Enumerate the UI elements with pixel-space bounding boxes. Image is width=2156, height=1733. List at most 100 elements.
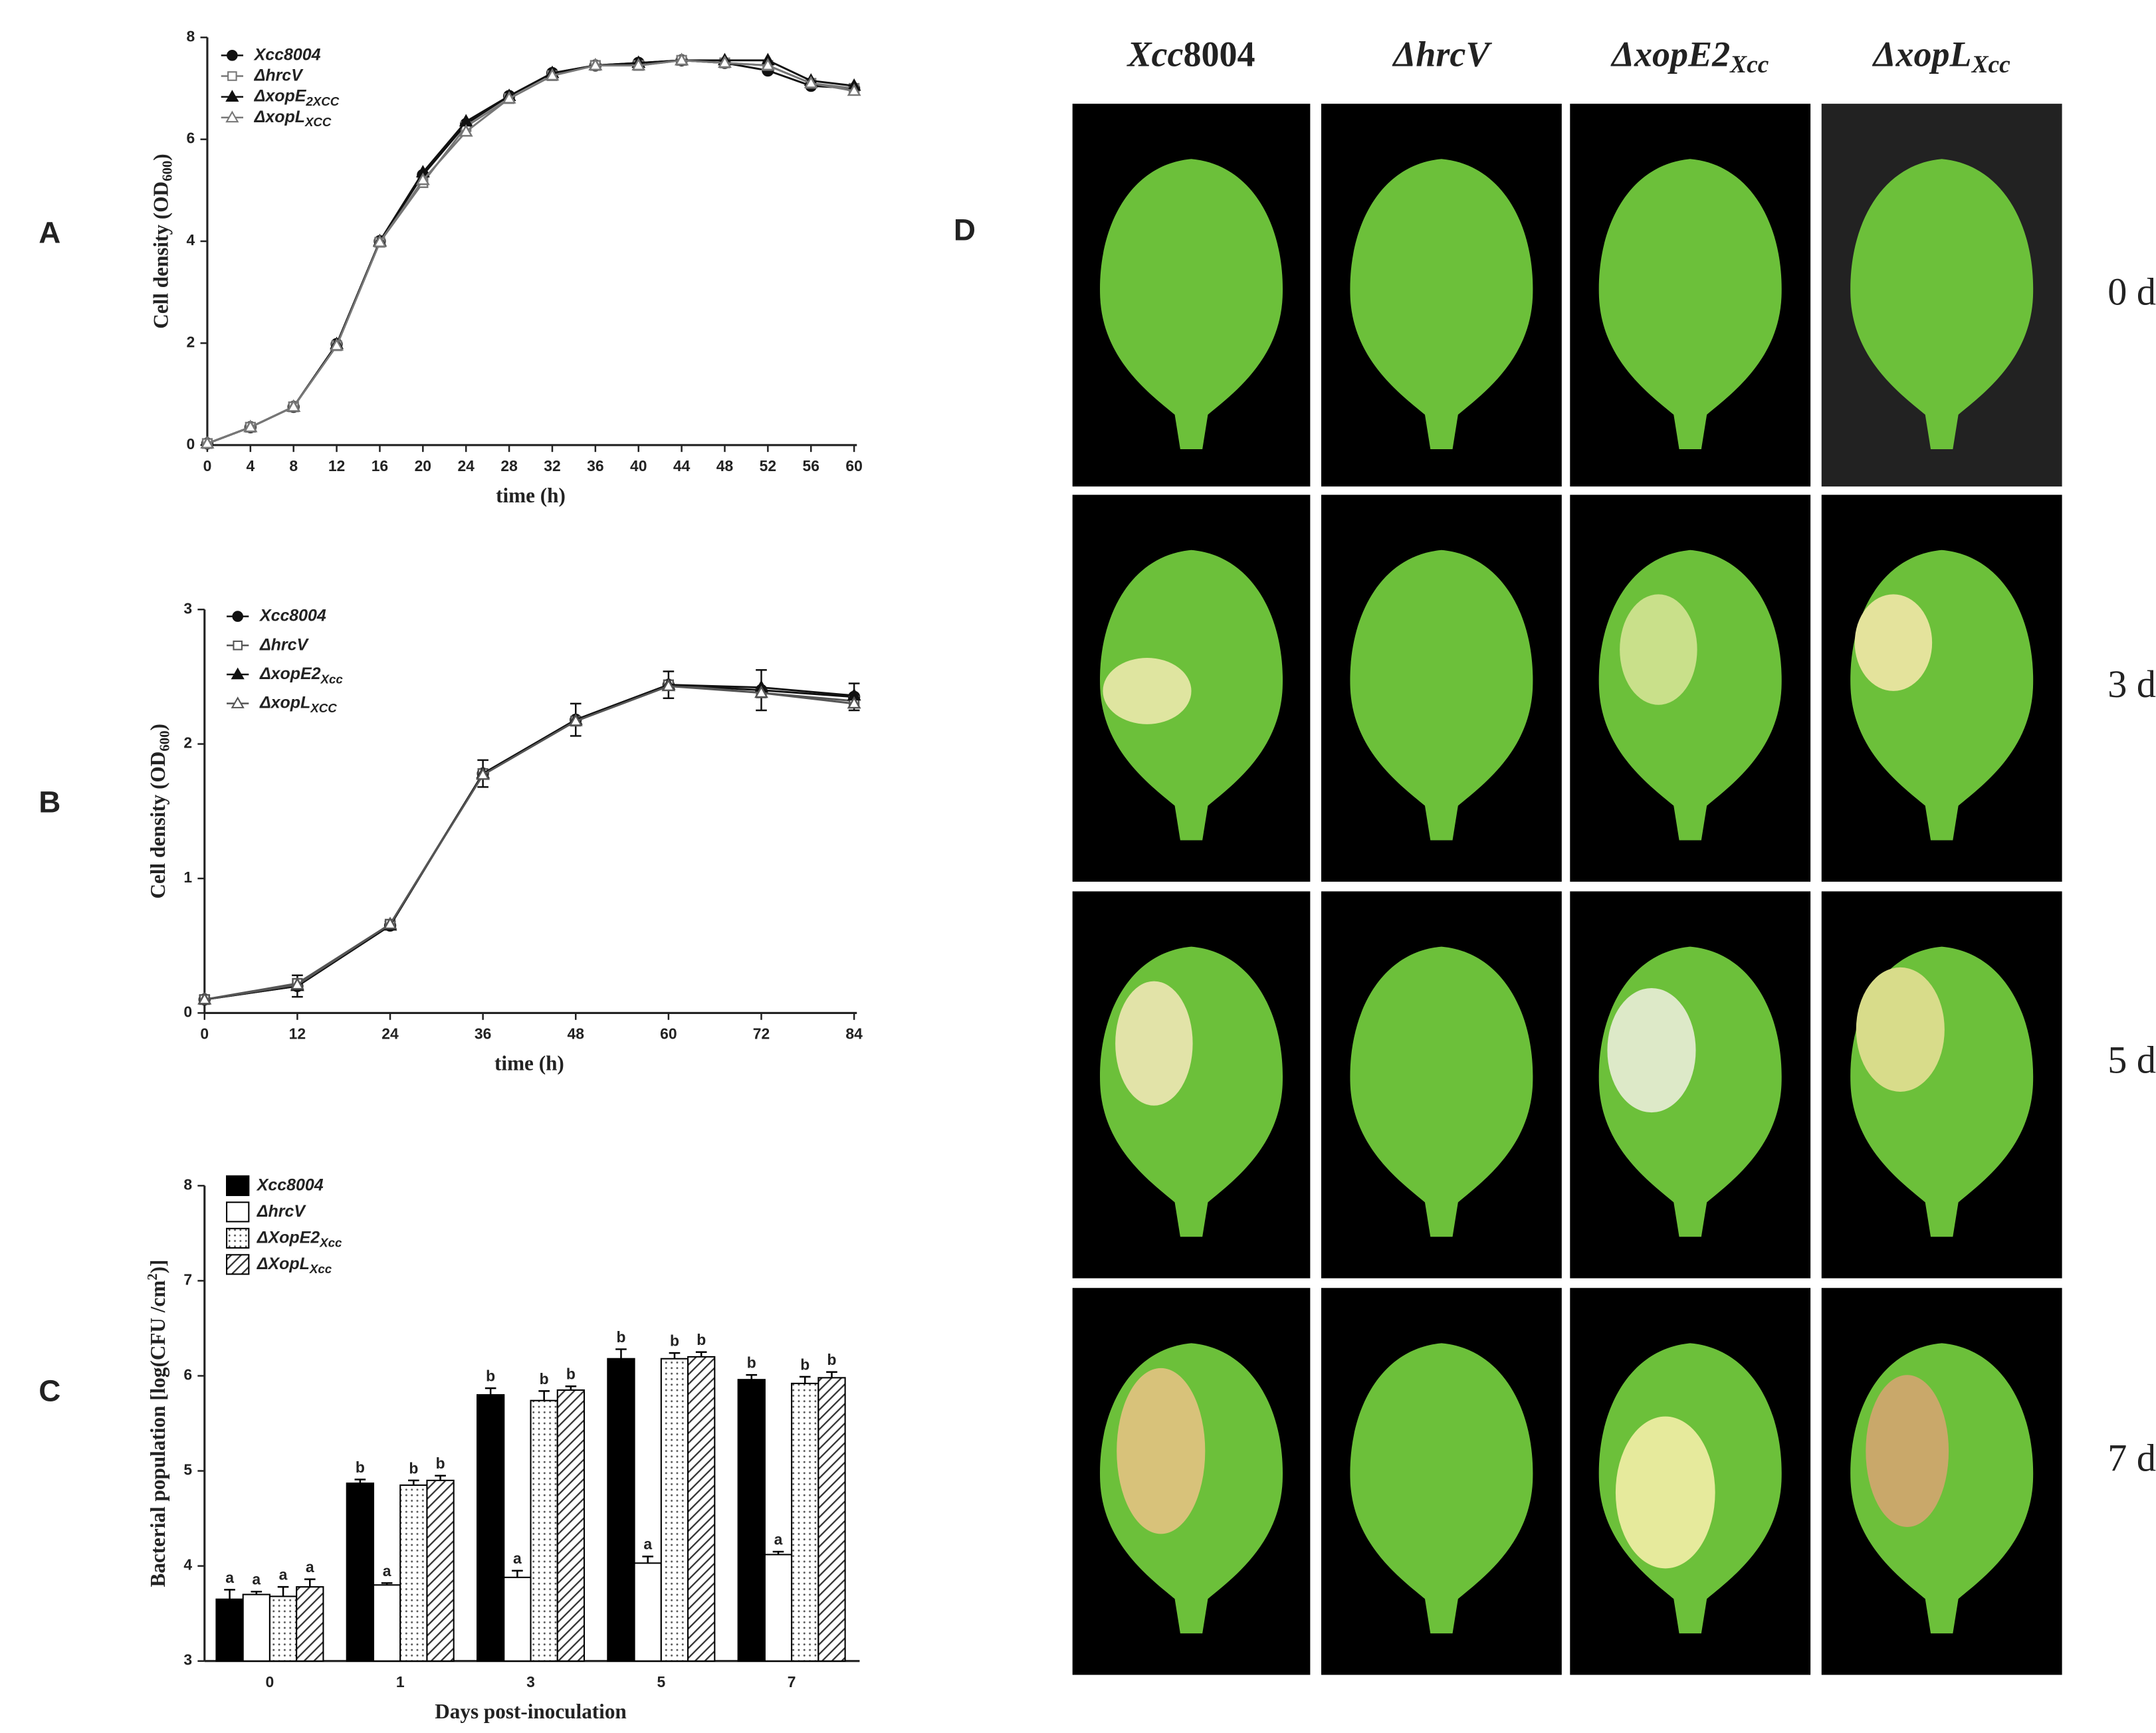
error-bar [224,1589,235,1599]
column-header: ΔhrcV [1392,35,1492,74]
x-axis-label: time (h) [496,484,566,507]
significance-letter: b [697,1331,706,1348]
row-label: 7 d [2107,1437,2156,1480]
significance-letter: b [540,1370,549,1387]
legend-label: ΔxopE2Xcc [259,664,343,686]
x-tick-label: 24 [457,457,475,474]
y-tick-label: 4 [186,231,195,249]
lesions [1103,594,1949,1569]
legend-sub: XCC [310,701,337,715]
y-axis-label: Cell density (OD600) [146,724,172,898]
legend-label: ΔxopLXCC [259,693,337,715]
legend-name: Xcc8004 [259,606,326,625]
error-bar [277,1585,289,1597]
x-tick-label: 12 [328,457,345,474]
legend-sub: Xcc [319,1236,342,1250]
error-bar [669,1352,681,1359]
marker [197,991,212,1005]
significance-letter: a [513,1550,522,1567]
legend-label: ΔxopE2XCC [254,86,340,108]
y-axis-label: Bacterial population [log(CFU /cm2)] [145,1260,170,1587]
significance-letter: a [252,1571,261,1588]
error-bar [746,1374,758,1380]
legend-sub: XCC [304,115,332,129]
marker [286,399,301,412]
bar [737,1379,766,1662]
error-bar [695,1351,707,1357]
bar [269,1595,298,1662]
marker [661,678,676,692]
column-header: ΔxopE2Xcc [1610,35,1769,78]
significance-letter: b [486,1368,495,1385]
marker [459,124,473,137]
significance-letter: b [409,1459,418,1477]
legend-label: ΔhrcV [257,1201,307,1220]
x-axis-label: Days post-inoculation [435,1700,627,1723]
bar [530,1399,558,1662]
x-tick-label: 36 [475,1025,491,1043]
bar [556,1389,586,1662]
significance-letter: b [670,1332,679,1350]
bar [503,1576,532,1662]
bar [242,1593,270,1662]
x-tick-label: 1 [396,1673,405,1690]
legend-name: ΔxopE2 [259,664,321,683]
y-tick-label: 2 [183,734,192,752]
x-tick-label: 5 [657,1673,665,1690]
error-bar [772,1550,784,1555]
bar [426,1479,455,1662]
y-axis-label-part: )] [146,1260,169,1274]
error-bar [615,1348,627,1359]
row-label: 3 d [2107,663,2156,706]
y-axis-label-part: Cell density (OD [146,752,169,899]
legend-label: ΔxopLXCC [254,108,332,130]
error-bar [642,1556,654,1564]
legend-marker [232,611,243,622]
significance-letter: a [643,1536,652,1553]
x-tick-label: 16 [372,457,388,474]
row-label: 0 d [2107,270,2156,314]
marker [568,713,583,726]
line [204,684,855,1001]
legend-name: ΔxopE [254,86,307,105]
panel-label: A [39,216,60,250]
legend-swatch [225,1254,250,1275]
legend-label: Xcc8004 [259,606,326,625]
significance-letter: a [306,1558,314,1576]
legend-label: ΔXopE2Xcc [257,1228,342,1250]
x-tick-label: 52 [760,457,776,474]
y-tick-label: 5 [183,1461,192,1478]
significance-letter: b [827,1351,837,1368]
error-bar [435,1475,446,1480]
error-bar [512,1570,523,1578]
marker [200,436,215,449]
x-tick-label: 48 [568,1025,585,1043]
bar [372,1584,401,1662]
legend-name: ΔhrcV [259,635,310,654]
error-bar [354,1478,366,1484]
significance-letter: a [225,1569,234,1586]
bar [633,1562,662,1662]
error-bar [538,1390,550,1401]
y-axis-label-part: ) [146,724,169,730]
marker [373,235,387,248]
marker [415,172,430,185]
bar [476,1394,505,1662]
bar [764,1554,793,1662]
marker [545,68,560,81]
legend-marker [231,667,245,680]
bar [296,1586,324,1662]
y-tick-label: 1 [183,868,192,886]
x-tick-label: 0 [266,1673,274,1690]
legend-label: ΔhrcV [259,635,310,654]
legend-name: ΔxopL [254,108,305,126]
row-label: 5 d [2107,1039,2156,1082]
marker [675,52,689,66]
x-tick-label: 72 [753,1025,770,1043]
panel-label: D [954,213,976,247]
x-tick-label: 48 [716,457,734,474]
legend-marker [227,50,238,61]
y-tick-label: 3 [183,599,192,617]
significance-letter: a [774,1531,783,1548]
y-tick-label: 2 [186,333,195,350]
